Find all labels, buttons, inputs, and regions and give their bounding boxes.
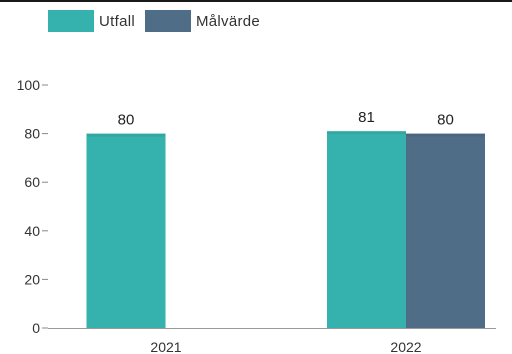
y-tick-label: 0 [32, 320, 40, 336]
legend-swatch-malvarde [144, 10, 191, 32]
bar-utfall-2022 [327, 131, 406, 328]
legend: Utfall Målvärde [48, 10, 270, 32]
bar-top-shade [327, 131, 406, 135]
legend-item-utfall[interactable]: Utfall [48, 10, 135, 32]
data-label: 81 [358, 109, 375, 126]
top-border-line [0, 0, 512, 2]
bar-top-shade [86, 133, 166, 137]
data-label: 80 [118, 112, 135, 129]
bar-utfall-2021 [86, 133, 166, 328]
data-label: 80 [437, 112, 454, 129]
y-tick-label: 80 [24, 126, 40, 142]
x-tick-label: 2022 [390, 339, 421, 354]
y-tick-label: 40 [24, 223, 40, 239]
bar-mlvrde-2022 [406, 133, 485, 328]
legend-label-utfall: Utfall [99, 12, 135, 30]
legend-label-malvarde: Målvärde [195, 12, 261, 30]
x-tick-label: 2021 [150, 339, 181, 354]
y-tick-label: 60 [24, 174, 40, 190]
bar-top-shade [406, 133, 485, 137]
y-tick-label: 100 [17, 77, 41, 93]
legend-item-malvarde[interactable]: Målvärde [144, 10, 261, 32]
legend-swatch-utfall [48, 10, 94, 32]
y-tick-label: 20 [24, 271, 40, 287]
